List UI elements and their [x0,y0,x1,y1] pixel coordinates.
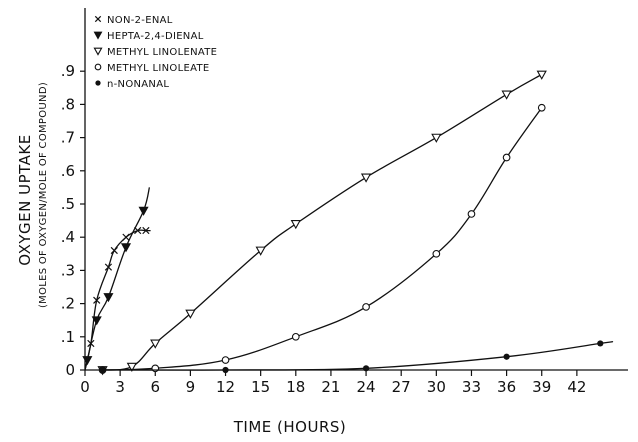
data-point [110,246,118,255]
x-tick-label: 3 [115,378,125,396]
series-line [102,73,543,371]
data-point [82,356,93,366]
data-point [362,365,370,372]
data-point [222,366,229,374]
x-tick-label: 24 [357,378,376,396]
x-tick-label: 15 [251,378,270,396]
data-point [502,153,511,162]
x-tick-label: 39 [532,378,551,396]
data-point [503,353,510,360]
y-tick-label: .5 [61,195,75,213]
legend-label: METHYL LINOLENATE [107,47,217,58]
data-point [537,103,546,112]
series-hepta-2-4-dienal [82,187,151,371]
series-line [84,187,151,371]
legend-label: HEPTA-2,4-DIENAL [107,31,204,42]
data-point [142,226,150,235]
legend-item: METHYL LINOLENATE [93,47,217,58]
y-tick-label: .1 [61,328,75,346]
series-non-2-enal [84,226,151,371]
data-point [291,332,300,341]
x-tick-label: 33 [462,378,481,396]
data-point [185,309,196,319]
data-point [94,63,102,71]
x-tick-label: 0 [80,378,90,396]
data-point [126,362,137,373]
x-axis-title: TIME (HOURS) [233,418,347,436]
y-tick-label: .2 [61,295,75,313]
legend: NON-2-ENAL HEPTA-2,4-DIENAL METHYL LINOLEN… [93,15,217,90]
legend-item: NON-2-ENAL [94,15,173,26]
data-point [138,206,149,216]
data-point [93,47,103,56]
y-tick-label: 0 [65,361,75,379]
x-ticks: 0 3 6 9 12 15 18 21 24 27 30 33 36 39 42 [80,370,586,396]
y-tick-label: .4 [61,228,75,246]
data-point [467,210,476,218]
data-point [362,303,370,311]
legend-item: HEPTA-2,4-DIENAL [93,31,204,42]
x-tick-label: 6 [150,378,160,396]
data-point [94,15,102,23]
legend-item: METHYL LINOLEATE [94,63,210,74]
x-tick-label: 18 [286,378,305,396]
data-point [290,220,301,230]
data-point [91,316,102,326]
x-tick-label: 21 [321,378,340,396]
y-tick-label: .6 [61,162,75,180]
data-point [93,296,101,304]
data-point [221,356,230,364]
x-tick-label: 27 [392,378,411,396]
series-methyl-linolenate [97,70,547,376]
legend-label: n-NONANAL [107,79,169,90]
legend-label: NON-2-ENAL [107,15,173,26]
y-axis-title-group: OXYGEN UPTAKE [16,134,34,265]
series-line [84,229,151,371]
x-tick-label: 12 [216,378,235,396]
data-point [432,249,441,258]
series-line [102,107,543,371]
data-point [120,243,132,253]
data-point [536,70,547,80]
y-axis-title: OXYGEN UPTAKE [16,134,34,265]
data-point [93,31,103,40]
y-ticks: 0 .1 .2 .3 .4 .5 .6 .7 .8 .9 [61,62,85,379]
y-tick-label: .7 [61,129,75,147]
y-tick-label: .8 [61,95,75,113]
x-tick-label: 42 [567,378,586,396]
data-point [95,80,101,86]
series-methyl-linoleate [98,103,546,374]
data-point [99,366,106,374]
data-point [597,340,604,347]
data-point [150,339,161,349]
y-axis-subtitle: (MOLES OF OXYGEN/MOLE OF COMPOUND) [38,82,49,308]
legend-item: n-NONANAL [95,79,169,90]
data-point [501,90,512,100]
data-point [103,293,114,303]
x-tick-label: 30 [427,378,446,396]
data-point [122,233,130,241]
y-axis-subtitle-group: (MOLES OF OXYGEN/MOLE OF COMPOUND) [38,82,49,308]
series-layer [82,70,614,376]
y-tick-label: .9 [61,62,75,80]
data-point [255,246,266,256]
x-tick-label: 9 [186,378,196,396]
y-tick-label: .3 [61,261,75,279]
legend-label: METHYL LINOLEATE [107,63,210,74]
x-tick-label: 36 [497,378,516,396]
series-n-nonanal [99,340,614,374]
data-point [360,173,372,183]
data-point [431,133,442,143]
data-point [104,263,113,271]
